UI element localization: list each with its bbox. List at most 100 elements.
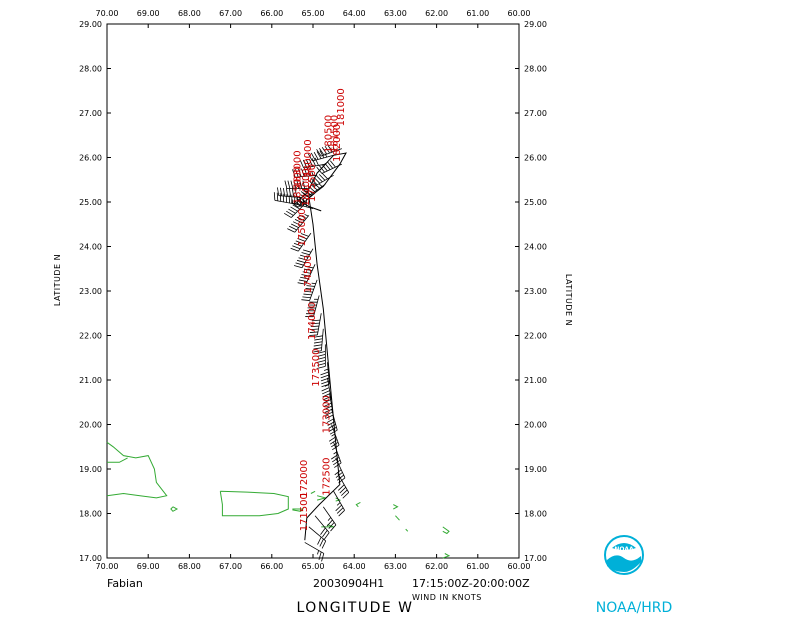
lat-tick-label: 17.00: [524, 554, 547, 563]
left-lat-ticks: 17.00 18.00 19.00 20.00 21.00 22.00 23.00 24.00…: [79, 20, 111, 563]
time-label: 180000: [303, 139, 314, 177]
wind-barb: [287, 213, 310, 233]
noaa-logo: NOAA: [604, 535, 644, 575]
lat-tick-label: 26.00: [524, 154, 547, 163]
lat-tick-label: 24.00: [79, 243, 102, 252]
coastline-segment: [355, 501, 361, 508]
agency-label: NOAA/HRD: [596, 600, 673, 616]
wind-barb: [313, 328, 324, 353]
lon-tick-label: 63.00: [384, 9, 407, 18]
wind-barb: [283, 200, 308, 218]
lat-tick-label: 18.00: [524, 510, 547, 519]
noaa-logo-text: NOAA: [614, 546, 634, 553]
time-label: 173500: [311, 349, 322, 387]
lat-tick-label: 25.00: [79, 198, 102, 207]
right-lat-ticks: 17.00 18.00 19.00 20.00 21.00 22.00 23.00 24.00…: [515, 20, 547, 563]
lon-tick-label: 65.00: [302, 9, 325, 18]
wind-barb: [322, 506, 337, 532]
coastline-segment: [170, 506, 179, 512]
coastline-segment: [395, 515, 400, 521]
wind-barb: [308, 172, 334, 187]
lat-tick-label: 21.00: [524, 376, 547, 385]
lat-tick-label: 28.00: [524, 65, 547, 74]
bottom-axis-label: LONGITUDE W: [297, 600, 414, 616]
time-label: 171500: [299, 493, 310, 531]
lat-tick-label: 20.00: [524, 421, 547, 430]
lon-tick-label: 60.00: [508, 9, 531, 18]
lon-tick-label: 62.00: [425, 562, 448, 571]
left-axis-label: LATITUDE N: [53, 254, 62, 306]
lon-tick-label: 61.00: [466, 562, 489, 571]
lat-tick-label: 21.00: [79, 376, 102, 385]
wind-barbs: [273, 144, 350, 562]
wind-barb: [305, 295, 320, 318]
time-label: 184000: [301, 168, 312, 206]
lat-tick-label: 27.00: [79, 109, 102, 118]
wind-barb: [291, 194, 314, 210]
coastline-segment: [442, 526, 450, 535]
lat-tick-label: 17.00: [79, 554, 102, 563]
coastline-segment: [405, 528, 409, 532]
lat-tick-label: 26.00: [79, 154, 102, 163]
coastline-segment: [393, 504, 399, 510]
wind-barb: [292, 167, 318, 178]
wind-barb: [320, 362, 330, 388]
lat-tick-label: 25.00: [524, 198, 547, 207]
lat-tick-label: 29.00: [79, 20, 102, 29]
time-label: 174000: [307, 302, 318, 340]
coastline-segment: [321, 524, 334, 528]
wind-barb: [316, 160, 343, 174]
wind-barb: [330, 442, 342, 468]
coastline-segment: [442, 553, 451, 559]
wind-barb: [309, 313, 322, 336]
lon-tick-label: 67.00: [219, 9, 242, 18]
lon-tick-label: 63.00: [384, 562, 407, 571]
units-note: WIND IN KNOTS: [412, 593, 482, 602]
lat-tick-label: 28.00: [79, 65, 102, 74]
time-label: 180500: [324, 115, 335, 153]
lat-tick-label: 19.00: [79, 465, 102, 474]
wind-barb: [317, 344, 326, 369]
lon-tick-label: 64.00: [343, 9, 366, 18]
lon-tick-label: 67.00: [219, 562, 242, 571]
time-label: 175500: [307, 164, 318, 202]
time-label: 174500: [303, 255, 314, 293]
time-label: 175000: [297, 208, 308, 246]
wind-barb: [328, 424, 340, 451]
lon-tick-label: 60.00: [508, 562, 531, 571]
lat-tick-label: 18.00: [79, 510, 102, 519]
time-window: 17:15:00Z-20:00:00Z: [412, 577, 530, 590]
lat-tick-label: 20.00: [79, 421, 102, 430]
lon-tick-label: 70.00: [96, 9, 119, 18]
wind-barb: [277, 187, 301, 198]
wind-barb: [301, 279, 318, 301]
wind-barb: [334, 457, 346, 484]
wind-barb: [333, 491, 345, 517]
lon-tick-label: 69.00: [137, 9, 160, 18]
time-label: 173000: [322, 395, 333, 433]
time-label: 182000: [332, 124, 343, 162]
time-label: 181000: [336, 88, 347, 126]
lat-tick-label: 22.00: [79, 332, 102, 341]
lat-tick-label: 22.00: [524, 332, 547, 341]
top-lon-ticks: 70.00 69.00 68.00 67.00 66.00 65.00 64.00 63.00…: [96, 9, 531, 28]
wind-barb: [304, 542, 325, 562]
lat-tick-label: 19.00: [524, 465, 547, 474]
wind-barb: [337, 473, 350, 499]
coastline-segment: [310, 490, 316, 494]
lon-tick-label: 64.00: [343, 562, 366, 571]
lat-tick-label: 29.00: [524, 20, 547, 29]
coastline-segment: [292, 508, 304, 512]
wind-barb: [316, 144, 342, 157]
wind-barb: [290, 232, 312, 252]
lat-tick-label: 23.00: [79, 287, 102, 296]
wind-barb: [308, 526, 327, 549]
time-label: 181500: [330, 115, 341, 153]
wind-barb: [307, 150, 334, 162]
wind-barb: [284, 180, 309, 190]
coastlines: [106, 441, 451, 559]
lon-tick-label: 68.00: [178, 562, 201, 571]
coastline-segment: [219, 490, 289, 517]
lon-tick-label: 68.00: [178, 9, 201, 18]
